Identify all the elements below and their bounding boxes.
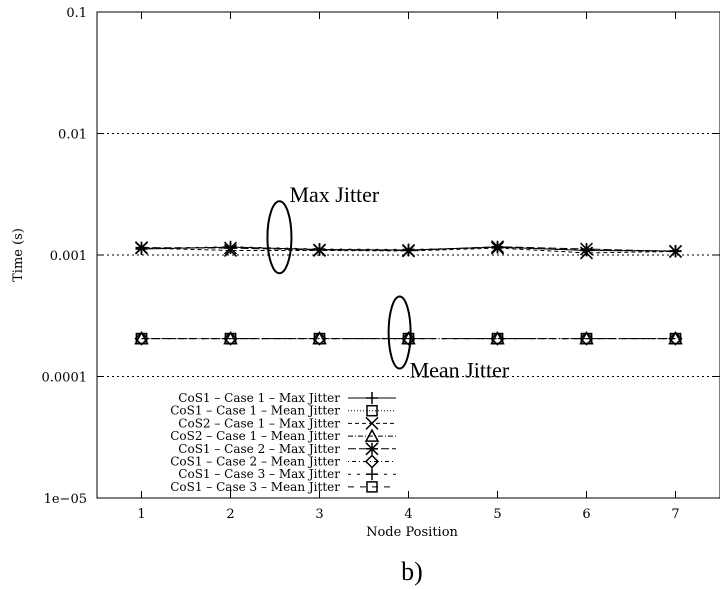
point-marker <box>402 332 415 345</box>
marker-diamond <box>401 331 416 346</box>
mean-jitter-annotation: Mean Jitter <box>410 358 510 383</box>
point-marker <box>365 442 379 456</box>
marker-diamond <box>312 331 327 346</box>
y-tick-label: 0.0001 <box>42 371 88 386</box>
point-marker <box>364 428 380 442</box>
marker-diamond <box>364 454 380 469</box>
y-tick-label: 0.1 <box>66 6 87 21</box>
point-marker <box>491 241 504 254</box>
marker-square <box>580 332 593 345</box>
point-marker <box>366 392 378 404</box>
marker-square <box>224 332 237 345</box>
marker-diamond <box>134 331 149 346</box>
data-series <box>134 240 683 346</box>
marker-stroke <box>365 416 379 430</box>
point-marker <box>366 481 378 493</box>
point-marker <box>402 243 415 256</box>
marker-diamond <box>223 331 238 346</box>
x-tick-label: 4 <box>404 507 412 522</box>
marker-stroke <box>365 442 379 456</box>
point-marker <box>490 331 505 346</box>
legend-label: CoS1 – Case 2 – Mean Jitter <box>170 455 340 469</box>
point-marker <box>312 331 327 346</box>
marker-diamond <box>490 331 505 346</box>
marker-square <box>135 332 148 345</box>
point-marker <box>135 242 148 255</box>
marker-diamond <box>579 331 594 346</box>
marker-square <box>669 332 682 345</box>
series-8 <box>135 332 682 345</box>
marker-diamond <box>668 331 683 346</box>
point-marker <box>134 331 149 346</box>
point-marker <box>668 331 683 346</box>
max-jitter-annotation: Max Jitter <box>289 182 379 207</box>
marker-square <box>491 332 504 345</box>
point-marker <box>224 332 237 345</box>
axis-ticks: 0.1 0.01 0.001 0.0001 1e−05 1 2 3 4 5 6 7 <box>42 6 720 522</box>
point-marker <box>224 240 237 253</box>
legend-label: CoS1 – Case 1 – Mean Jitter <box>170 404 340 418</box>
legend-label: CoS2 – Case 1 – Max Jitter <box>178 416 340 430</box>
x-tick-label: 6 <box>582 507 590 522</box>
point-marker <box>669 332 682 345</box>
point-marker <box>579 331 594 346</box>
point-marker <box>401 331 416 346</box>
point-marker <box>313 243 326 256</box>
legend-label: CoS1 – Case 3 – Max Jitter <box>178 467 340 481</box>
point-marker <box>223 331 238 346</box>
point-marker <box>669 244 682 257</box>
marker-square <box>313 332 326 345</box>
legend-label: CoS1 – Case 1 – Max Jitter <box>178 391 340 405</box>
point-marker <box>491 332 504 345</box>
marker-triangle <box>364 428 380 442</box>
series-7 <box>135 240 682 257</box>
legend-label: CoS2 – Case 1 – Mean Jitter <box>170 429 340 443</box>
point-marker <box>366 468 378 481</box>
max-jitter-ellipse <box>266 200 293 275</box>
point-marker <box>365 416 379 430</box>
x-tick-label: 2 <box>226 507 234 522</box>
y-tick-label: 1e−05 <box>44 492 87 507</box>
marker-square <box>366 404 378 417</box>
mean-jitter-ellipse <box>387 295 412 370</box>
y-axis-title: Time (s) <box>11 228 26 282</box>
x-tick-label: 7 <box>671 507 679 522</box>
point-marker <box>313 332 326 345</box>
point-marker <box>580 243 593 256</box>
annotations: Max Jitter Mean Jitter <box>266 182 510 383</box>
x-tick-label: 3 <box>315 507 323 522</box>
y-tick-label: 0.01 <box>58 128 87 143</box>
point-marker <box>366 404 378 417</box>
figure-caption: b) <box>401 557 423 586</box>
point-marker <box>135 332 148 345</box>
legend-label: CoS1 – Case 2 – Max Jitter <box>178 442 340 456</box>
x-tick-label: 5 <box>493 507 501 522</box>
marker-square <box>402 332 415 345</box>
point-marker <box>580 332 593 345</box>
x-tick-label: 1 <box>137 507 145 522</box>
x-axis-title: Node Position <box>366 525 458 540</box>
point-marker <box>364 454 380 469</box>
legend-label: CoS1 – Case 3 – Mean Jitter <box>170 480 340 494</box>
y-tick-label: 0.001 <box>50 249 87 264</box>
marker-square <box>366 481 378 493</box>
